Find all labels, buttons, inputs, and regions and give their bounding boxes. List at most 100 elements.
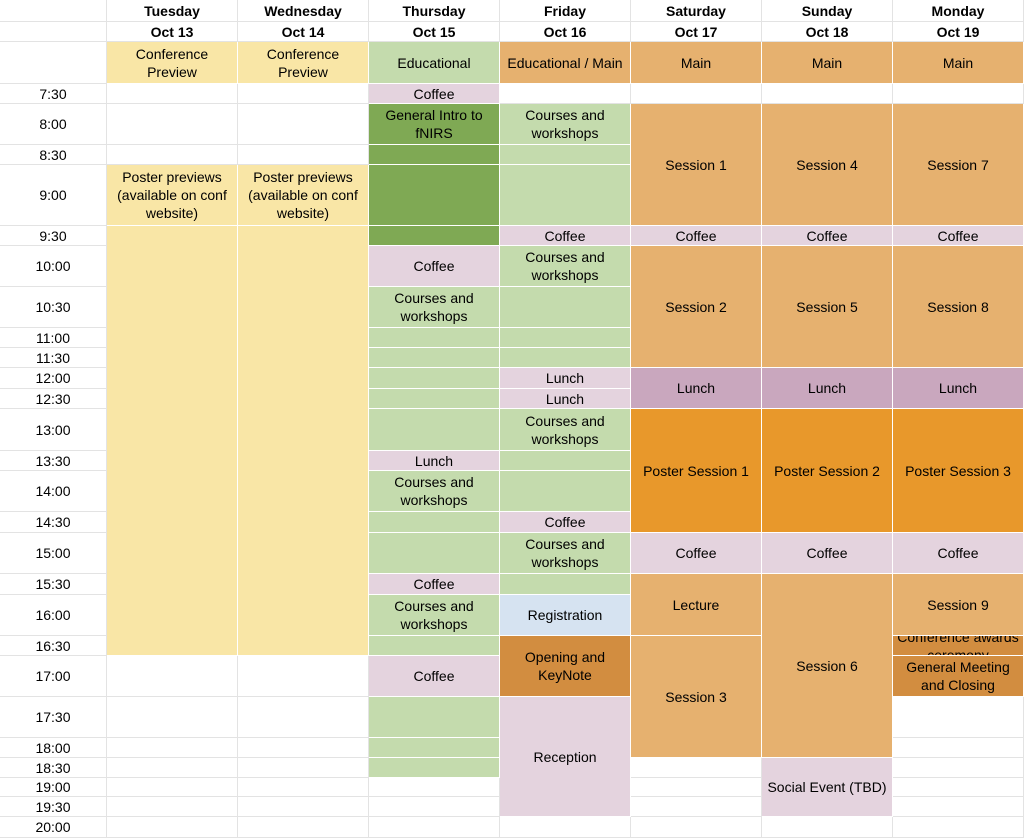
day-date-header: Oct 16 xyxy=(500,22,631,42)
time-label: 17:00 xyxy=(0,656,107,697)
grid-cell xyxy=(107,145,238,165)
day-name-header: Monday xyxy=(893,0,1024,22)
schedule-event: General Intro to fNIRS xyxy=(369,104,500,145)
grid-cell xyxy=(762,84,893,104)
schedule-event xyxy=(500,574,631,595)
coffee-break: Coffee xyxy=(893,533,1024,574)
schedule-event xyxy=(369,409,500,451)
schedule-event: Main xyxy=(893,42,1024,84)
grid-cell xyxy=(238,656,369,697)
grid-cell xyxy=(238,797,369,817)
coffee-break: Coffee xyxy=(762,533,893,574)
time-label: 11:30 xyxy=(0,348,107,368)
schedule-event: Courses and workshops xyxy=(500,104,631,145)
time-label: 16:30 xyxy=(0,636,107,656)
grid-cell xyxy=(500,84,631,104)
schedule-event: Courses and workshops xyxy=(369,471,500,512)
day-date-header: Oct 19 xyxy=(893,22,1024,42)
time-label: 15:00 xyxy=(0,533,107,574)
schedule-event: Poster previews (available on conf websi… xyxy=(238,165,369,226)
time-label: 14:00 xyxy=(0,471,107,512)
grid-cell xyxy=(238,738,369,758)
schedule-event: Session 5 xyxy=(762,246,893,368)
schedule-event xyxy=(369,512,500,533)
grid-cell xyxy=(0,42,107,84)
schedule-event: Poster Session 3 xyxy=(893,409,1024,533)
schedule-event xyxy=(369,533,500,574)
time-label: 12:30 xyxy=(0,389,107,409)
grid-cell xyxy=(500,817,631,838)
grid-cell xyxy=(107,797,238,817)
schedule-event xyxy=(500,165,631,226)
schedule-event: Main xyxy=(631,42,762,84)
schedule-event: Session 9 xyxy=(893,574,1024,636)
schedule-event: Opening and KeyNote xyxy=(500,636,631,697)
grid-cell xyxy=(369,817,500,838)
grid-cell xyxy=(631,84,762,104)
schedule-event: Courses and workshops xyxy=(500,409,631,451)
grid-cell xyxy=(238,778,369,797)
day-date-header: Oct 13 xyxy=(107,22,238,42)
grid-cell xyxy=(893,758,1024,778)
schedule-event xyxy=(369,368,500,389)
time-label: 8:30 xyxy=(0,145,107,165)
grid-cell xyxy=(0,0,107,22)
coffee-break: Coffee xyxy=(500,226,631,246)
day-date-header: Oct 17 xyxy=(631,22,762,42)
time-label: 12:00 xyxy=(0,368,107,389)
lunch-break: Lunch xyxy=(631,368,762,409)
grid-cell xyxy=(238,104,369,145)
time-label: 10:30 xyxy=(0,287,107,328)
schedule-event: Session 8 xyxy=(893,246,1024,368)
lunch-break: Lunch xyxy=(500,368,631,389)
schedule-event: Educational xyxy=(369,42,500,84)
schedule-event: General Meeting and Closing xyxy=(893,656,1024,697)
schedule-event: Session 4 xyxy=(762,104,893,226)
schedule-event xyxy=(369,389,500,409)
coffee-break: Coffee xyxy=(500,512,631,533)
grid-cell xyxy=(238,145,369,165)
schedule-event xyxy=(500,328,631,348)
schedule-event: Courses and workshops xyxy=(369,595,500,636)
time-label: 9:30 xyxy=(0,226,107,246)
time-label: 11:00 xyxy=(0,328,107,348)
time-label: 19:30 xyxy=(0,797,107,817)
grid-cell xyxy=(631,758,762,778)
schedule-event: Session 7 xyxy=(893,104,1024,226)
schedule-event: Conference awards ceremony xyxy=(893,636,1024,656)
grid-cell xyxy=(893,697,1024,738)
schedule-event: Session 2 xyxy=(631,246,762,368)
grid-cell xyxy=(107,84,238,104)
lunch-break: Lunch xyxy=(762,368,893,409)
time-label: 17:30 xyxy=(0,697,107,738)
schedule-event xyxy=(369,738,500,758)
schedule-event xyxy=(369,165,500,226)
schedule-event xyxy=(500,471,631,512)
schedule-event xyxy=(500,287,631,328)
time-label: 13:30 xyxy=(0,451,107,471)
day-name-header: Friday xyxy=(500,0,631,22)
coffee-break: Coffee xyxy=(762,226,893,246)
grid-cell xyxy=(631,817,762,838)
grid-cell xyxy=(107,758,238,778)
schedule-event: Session 1 xyxy=(631,104,762,226)
grid-cell xyxy=(893,817,1024,838)
coffee-break: Coffee xyxy=(369,246,500,287)
time-label: 8:00 xyxy=(0,104,107,145)
grid-cell xyxy=(0,22,107,42)
grid-cell xyxy=(107,104,238,145)
schedule-event: Conference Preview xyxy=(107,42,238,84)
time-label: 19:00 xyxy=(0,778,107,797)
schedule-event xyxy=(369,758,500,778)
lunch-break: Lunch xyxy=(893,368,1024,409)
time-label: 20:00 xyxy=(0,817,107,838)
schedule-event xyxy=(369,636,500,656)
day-name-header: Saturday xyxy=(631,0,762,22)
day-name-header: Wednesday xyxy=(238,0,369,22)
grid-cell xyxy=(238,84,369,104)
schedule-event xyxy=(500,451,631,471)
coffee-break: Coffee xyxy=(369,656,500,697)
time-label: 7:30 xyxy=(0,84,107,104)
time-label: 16:00 xyxy=(0,595,107,636)
grid-cell xyxy=(238,697,369,738)
